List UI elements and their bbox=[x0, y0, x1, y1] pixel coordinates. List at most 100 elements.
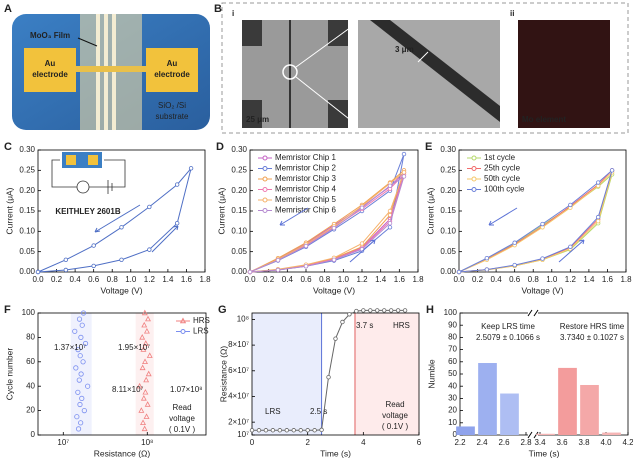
panel-label: G bbox=[218, 304, 227, 316]
point bbox=[147, 204, 152, 210]
point bbox=[256, 428, 262, 433]
point bbox=[303, 243, 309, 249]
x-tick-label: 0.8 bbox=[528, 275, 540, 284]
legend-label: Memristor Chip 5 bbox=[275, 195, 336, 204]
chart-d: 0.0 0.2 0.4 0.6 0.8 1.0 1.2 1.4 1.6 1.8 0.00 0.05 0.… bbox=[216, 141, 424, 295]
point bbox=[141, 321, 148, 328]
point bbox=[174, 182, 180, 187]
x-tick-label: 4.2 bbox=[622, 438, 633, 447]
y-tick-label: 80 bbox=[448, 333, 457, 342]
point bbox=[275, 267, 281, 273]
point bbox=[333, 336, 338, 341]
point bbox=[35, 269, 41, 275]
point bbox=[144, 401, 151, 407]
zoom-circle bbox=[282, 64, 298, 80]
point bbox=[456, 269, 462, 275]
annotation: Read bbox=[385, 400, 404, 409]
y-axis-label: Current (μA) bbox=[425, 187, 435, 234]
y-axis-label: Numble bbox=[426, 359, 436, 389]
point bbox=[305, 428, 310, 433]
pad bbox=[242, 100, 262, 128]
legend-label: 25th cycle bbox=[484, 164, 521, 173]
y-tick-label: 0.00 bbox=[231, 267, 247, 276]
point bbox=[609, 168, 615, 173]
x-tick-label: 0 bbox=[250, 438, 255, 447]
x-tick-label: 2.2 bbox=[454, 438, 466, 447]
x-tick-label: 1.0 bbox=[338, 275, 350, 284]
point bbox=[188, 166, 194, 171]
point bbox=[75, 389, 81, 395]
point bbox=[387, 225, 393, 230]
legend-marker bbox=[471, 187, 477, 192]
y-axis-label: Current (μA) bbox=[216, 187, 226, 234]
arrow bbox=[151, 225, 179, 253]
x-axis-label: Voltage (V) bbox=[100, 285, 142, 295]
point bbox=[368, 308, 373, 313]
region bbox=[252, 313, 322, 435]
point bbox=[142, 388, 149, 395]
annotation: Read bbox=[172, 403, 191, 412]
y-tick-label: 0.10 bbox=[231, 226, 247, 235]
point bbox=[387, 220, 393, 226]
y-tick-label: 0.10 bbox=[19, 226, 35, 235]
x-tick-label: 10⁸ bbox=[141, 438, 153, 447]
point bbox=[138, 407, 145, 413]
label: i bbox=[232, 9, 234, 18]
x-tick-label: 1.8 bbox=[199, 275, 211, 284]
point bbox=[85, 383, 91, 389]
point bbox=[78, 371, 84, 377]
point bbox=[147, 247, 152, 252]
legend-marker bbox=[262, 176, 268, 182]
break-mark bbox=[527, 431, 533, 439]
point bbox=[247, 269, 253, 275]
axis-break bbox=[528, 433, 538, 437]
bar bbox=[558, 367, 577, 435]
point bbox=[145, 370, 152, 377]
label: Au bbox=[45, 59, 56, 68]
x-tick-label: 1.4 bbox=[162, 275, 174, 284]
x-tick-label: 1.6 bbox=[181, 275, 193, 284]
annotation: LRS bbox=[265, 407, 281, 416]
pad bbox=[328, 100, 348, 128]
annotation: 1.07×10⁸ bbox=[170, 385, 203, 394]
legend-marker bbox=[471, 176, 477, 182]
point bbox=[331, 225, 337, 231]
x-tick-label: 4.0 bbox=[600, 438, 612, 447]
label: MoO₃ Film bbox=[30, 31, 70, 40]
point bbox=[484, 255, 490, 261]
series-line bbox=[458, 168, 614, 273]
x-tick-label: 0.8 bbox=[107, 275, 119, 284]
x-tick-label: 3.6 bbox=[556, 438, 568, 447]
point bbox=[76, 316, 83, 322]
y-tick-label: 0.05 bbox=[231, 247, 247, 256]
y-tick-label: 40 bbox=[26, 381, 35, 390]
x-tick-label: 1.6 bbox=[394, 275, 406, 284]
y-tick-label: 0.20 bbox=[231, 186, 247, 195]
frame bbox=[221, 2, 629, 134]
annotation: 8.11×10⁷ bbox=[112, 385, 144, 394]
inset-circuit bbox=[51, 159, 126, 194]
electrode bbox=[24, 48, 76, 92]
point bbox=[142, 340, 149, 346]
y-tick-label: 90 bbox=[448, 320, 457, 329]
x-tick-label: 1.0 bbox=[125, 275, 137, 284]
y-tick-label: 70 bbox=[448, 345, 457, 354]
annotation: 1.37×10⁷ bbox=[54, 343, 86, 352]
annotation: voltage bbox=[169, 414, 195, 423]
legend-marker bbox=[262, 155, 268, 161]
panel-label: C bbox=[4, 141, 12, 153]
x-axis-label: Resistance (Ω) bbox=[94, 448, 151, 458]
legend-marker bbox=[262, 166, 268, 171]
y-tick-label: 0.00 bbox=[440, 267, 456, 276]
point bbox=[82, 340, 89, 347]
point bbox=[595, 180, 601, 185]
point bbox=[402, 308, 408, 313]
y-tick-label: 100 bbox=[22, 308, 36, 317]
point bbox=[75, 426, 82, 432]
arrow bbox=[279, 207, 309, 226]
x-axis-label: Time (s) bbox=[529, 448, 560, 458]
legend-label: LRS bbox=[193, 327, 209, 336]
annotation: HRS bbox=[393, 321, 410, 330]
zoom-line bbox=[295, 76, 359, 127]
